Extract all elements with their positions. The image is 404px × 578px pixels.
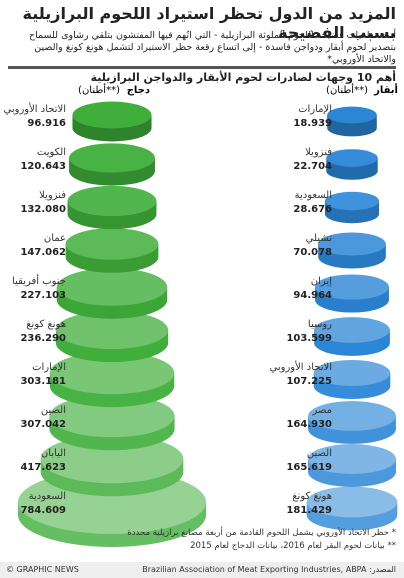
value-label: 70.078 <box>293 247 332 258</box>
value-label: 18.939 <box>293 118 332 129</box>
disc-top <box>65 228 159 260</box>
category-label: الاتحاد الأوروبي <box>270 360 333 373</box>
value-label: 181.429 <box>286 505 332 516</box>
value-label: 96.916 <box>27 118 66 129</box>
disc-top <box>318 232 386 256</box>
disc <box>55 310 169 363</box>
category-label: جنوب أفريقيا <box>12 274 66 287</box>
disc-top <box>327 106 377 124</box>
disc <box>327 106 377 137</box>
value-label: 22.704 <box>293 161 332 172</box>
title: المزيد من الدول تحظر استيراد اللحوم البر… <box>22 4 396 42</box>
chart-title: أبقار <box>373 83 398 96</box>
disc-top <box>72 101 152 129</box>
value-label: 303.181 <box>20 376 66 387</box>
category-label: السعودية <box>29 491 66 502</box>
copyright: © GRAPHIC NEWS <box>6 565 79 574</box>
category-label: الصين <box>41 405 66 416</box>
category-label: الكويت <box>37 147 66 158</box>
unit-label: (أطنان**) <box>78 83 120 96</box>
disc <box>326 149 378 180</box>
disc <box>65 228 159 273</box>
value-label: 164.930 <box>286 419 332 430</box>
category-label: تشيلي <box>306 233 333 244</box>
disc-top <box>40 434 184 484</box>
disc <box>306 486 398 531</box>
value-label: 94.964 <box>293 290 332 301</box>
category-label: الصين <box>307 448 332 459</box>
value-label: 236.290 <box>20 333 66 344</box>
disc <box>318 232 386 269</box>
disc <box>308 401 396 444</box>
unit-label: (أطنان**) <box>326 83 368 96</box>
value-label: 103.599 <box>286 333 332 344</box>
category-label: هونغ كونغ <box>292 491 332 502</box>
disc-top <box>69 143 155 173</box>
disc-top <box>314 317 390 343</box>
value-label: 417.623 <box>20 462 66 473</box>
disc <box>313 359 391 400</box>
disc <box>72 101 152 142</box>
category-label: الاتحاد الأوروبي <box>4 102 67 115</box>
subtitle: أدت تداعيات فضيحة اللحوم الملوثة البرازي… <box>29 30 396 65</box>
disc-top <box>308 401 396 431</box>
disc <box>314 317 390 356</box>
disc <box>67 185 157 230</box>
disc <box>315 274 389 313</box>
disc-top <box>326 149 378 167</box>
disc-top <box>67 185 157 217</box>
category-label: روسيا <box>308 319 332 330</box>
value-label: 307.042 <box>20 419 66 430</box>
source: المصدر: Brazilian Association of Meat Ex… <box>142 565 396 574</box>
footnote: ** بيانات لحوم البقر لعام 2016، بيانات ا… <box>190 541 396 551</box>
value-label: 107.225 <box>286 376 332 387</box>
category-label: فنزويلا <box>39 190 66 201</box>
category-label: السعودية <box>295 190 332 201</box>
value-label: 165.619 <box>286 462 332 473</box>
disc <box>49 351 175 408</box>
footer: © GRAPHIC NEWS المصدر: Brazilian Associa… <box>0 562 404 578</box>
category-label: فنزويلا <box>305 147 332 158</box>
category-label: إيران <box>311 276 332 287</box>
category-label: الإمارات <box>32 362 66 373</box>
disc-top <box>313 359 391 387</box>
disc-top <box>55 310 169 350</box>
section-heading: أهم 10 وجهات لصادرات لحوم الأبقار والدوا… <box>8 66 396 84</box>
category-label: الإمارات <box>298 104 332 115</box>
value-label: 147.062 <box>20 247 66 258</box>
category-label: هونغ كونغ <box>26 319 66 330</box>
category-label: عمان <box>44 233 66 244</box>
disc-top <box>324 191 380 211</box>
disc-top <box>56 268 168 306</box>
disc-top <box>308 444 396 474</box>
chart-title: دجاج <box>127 85 150 96</box>
disc <box>56 268 168 319</box>
disc-top <box>306 486 398 518</box>
value-label: 227.103 <box>20 290 66 301</box>
disc-top <box>49 394 175 438</box>
disc <box>49 394 175 451</box>
value-label: 784.609 <box>20 505 66 516</box>
disc <box>40 434 184 497</box>
value-label: 28.676 <box>293 204 332 215</box>
disc <box>308 444 396 487</box>
value-label: 132.080 <box>20 204 66 215</box>
value-label: 120.643 <box>20 161 66 172</box>
disc-top <box>49 351 175 395</box>
category-label: مصر <box>311 405 332 416</box>
disc <box>69 143 155 186</box>
category-label: اليابان <box>41 448 66 459</box>
disc <box>324 191 380 224</box>
disc-top <box>315 274 389 300</box>
footnote: * حظر الاتحاد الأوروبي يشمل اللحوم القاد… <box>127 528 396 538</box>
